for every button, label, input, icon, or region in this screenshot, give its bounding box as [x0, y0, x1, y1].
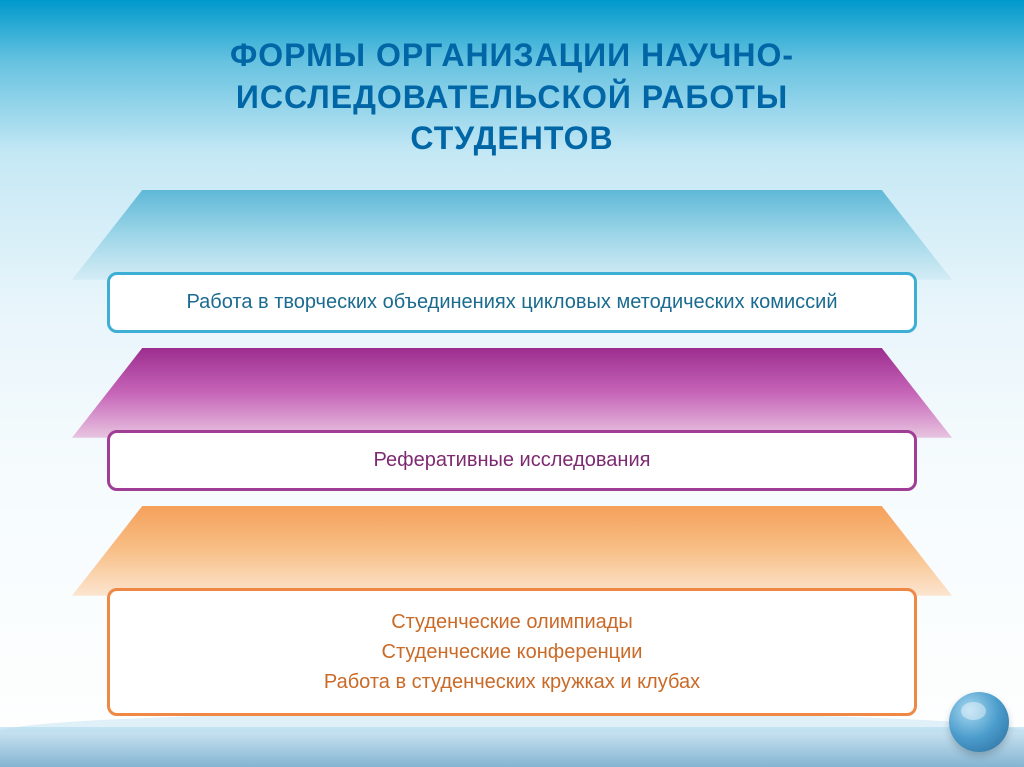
layer-2: Реферативные исследования [0, 348, 1024, 491]
title-line-1: ФОРМЫ ОРГАНИЗАЦИИ НАУЧНО- [0, 35, 1024, 77]
layer-3-text-line-2: Студенческие конференции [130, 637, 894, 667]
layer-3-text-line-3: Работа в студенческих кружках и клубах [130, 667, 894, 697]
title-line-3: СТУДЕНТОВ [0, 118, 1024, 160]
title-line-2: ИССЛЕДОВАТЕЛЬСКОЙ РАБОТЫ [0, 77, 1024, 119]
globe-icon [949, 692, 1009, 752]
layer-3-text-line-1: Студенческие олимпиады [130, 607, 894, 637]
layer-2-text: Реферативные исследования [374, 449, 651, 471]
text-box-3: Студенческие олимпиады Студенческие конф… [107, 588, 917, 716]
text-box-2: Реферативные исследования [107, 430, 917, 491]
platform-3 [72, 506, 952, 596]
platform-1 [72, 190, 952, 280]
platform-2 [72, 348, 952, 438]
bottom-wave-decoration [0, 727, 1024, 767]
slide-title: ФОРМЫ ОРГАНИЗАЦИИ НАУЧНО- ИССЛЕДОВАТЕЛЬС… [0, 0, 1024, 160]
text-box-1: Работа в творческих объединениях цикловы… [107, 272, 917, 333]
layer-3: Студенческие олимпиады Студенческие конф… [0, 506, 1024, 716]
layers-diagram: Работа в творческих объединениях цикловы… [0, 190, 1024, 716]
layer-1: Работа в творческих объединениях цикловы… [0, 190, 1024, 333]
layer-1-text: Работа в творческих объединениях цикловы… [186, 291, 837, 313]
